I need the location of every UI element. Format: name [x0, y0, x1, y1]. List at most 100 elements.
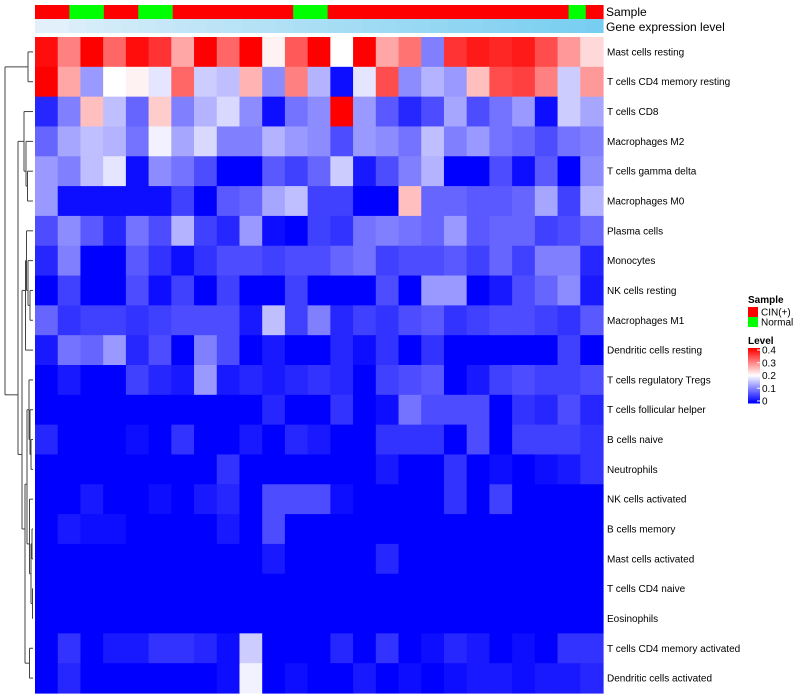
- heatmap-cell: [103, 603, 127, 634]
- heatmap-cell: [307, 454, 331, 485]
- sample-annotation-cell: [499, 5, 518, 19]
- heatmap-cell: [35, 394, 59, 426]
- heatmap-cell: [353, 633, 377, 664]
- heatmap-cell: [353, 514, 377, 545]
- heatmap-cell: [148, 365, 172, 396]
- heatmap-cell: [375, 126, 400, 157]
- gene-expression-annotation-cell: [413, 19, 432, 33]
- heatmap-cell: [443, 335, 468, 366]
- heatmap-cell: [489, 335, 513, 366]
- heatmap-cell: [353, 424, 377, 456]
- heatmap-cell: [216, 543, 241, 575]
- sample-annotation-cell: [138, 5, 157, 19]
- heatmap-cell: [398, 365, 422, 396]
- gene-expression-annotation-cell: [568, 19, 587, 33]
- heatmap-cell: [103, 156, 127, 187]
- row-label: NK cells resting: [607, 286, 676, 297]
- heatmap-cell: [489, 245, 513, 277]
- heatmap-cell: [171, 365, 195, 396]
- heatmap-cell: [148, 66, 172, 98]
- heatmap-cell: [194, 603, 218, 634]
- heatmap-cell: [557, 573, 581, 605]
- heatmap-cell: [35, 424, 59, 456]
- heatmap-cell: [57, 275, 82, 306]
- heatmap-cell: [580, 245, 604, 277]
- sample-annotation-cell: [241, 5, 260, 19]
- heatmap-cell: [80, 514, 104, 545]
- legend-sample-swatch: [748, 307, 758, 317]
- heatmap-cell: [534, 126, 559, 157]
- heatmap-cell: [443, 663, 468, 694]
- heatmap-cell: [35, 335, 59, 366]
- sample-annotation-cell: [275, 5, 294, 19]
- heatmap-cell: [443, 573, 468, 605]
- heatmap-cell: [512, 394, 536, 426]
- heatmap-cell: [125, 96, 150, 128]
- heatmap-cell: [534, 66, 559, 98]
- heatmap-cell: [57, 126, 82, 157]
- gene-expression-annotation-cell: [224, 19, 243, 33]
- heatmap-cell: [284, 96, 309, 128]
- gene-expression-annotation-cell: [189, 19, 208, 33]
- heatmap-cell: [194, 573, 218, 605]
- heatmap-cell: [580, 335, 604, 366]
- heatmap-cell: [466, 663, 490, 694]
- heatmap-cell: [103, 215, 127, 247]
- heatmap-cell: [489, 37, 513, 68]
- gene-expression-annotation-cell: [86, 19, 105, 33]
- legend-colorbar-step: [748, 389, 760, 392]
- heatmap-cell: [466, 215, 490, 247]
- heatmap-cell: [489, 543, 513, 575]
- heatmap-cell: [284, 37, 309, 68]
- heatmap-cell: [194, 186, 218, 217]
- heatmap-cell: [125, 215, 150, 247]
- heatmap-cell: [557, 37, 581, 68]
- heatmap-cell: [194, 96, 218, 128]
- heatmap-cell: [307, 275, 331, 306]
- heatmap-cell: [103, 424, 127, 456]
- heatmap-cell: [557, 215, 581, 247]
- heatmap-cell: [171, 245, 195, 277]
- heatmap-cell: [171, 573, 195, 605]
- legend-tick-label: 0: [762, 397, 768, 408]
- heatmap-cell: [512, 186, 536, 217]
- heatmap-cell: [262, 335, 286, 366]
- heatmap-cell: [103, 633, 127, 664]
- heatmap-cell: [307, 633, 331, 664]
- heatmap-cell: [421, 126, 445, 157]
- heatmap-cell: [557, 245, 581, 277]
- heatmap-cell: [534, 245, 559, 277]
- heatmap-cell: [489, 126, 513, 157]
- heatmap-cell: [307, 484, 331, 515]
- heatmap-cell: [284, 424, 309, 456]
- legend-sample-swatch: [748, 317, 758, 327]
- heatmap-cell: [534, 215, 559, 247]
- gene-expression-annotation-cell: [275, 19, 294, 33]
- legend-tick-label: 0.3: [762, 358, 776, 369]
- heatmap-cell: [398, 245, 422, 277]
- sample-annotation-label: Sample: [606, 5, 647, 19]
- heatmap-cell: [512, 484, 536, 515]
- heatmap-cell: [330, 603, 354, 634]
- heatmap-cell: [103, 335, 127, 366]
- heatmap-cell: [512, 305, 536, 336]
- heatmap-cell: [489, 454, 513, 485]
- heatmap-cell: [443, 454, 468, 485]
- gene-expression-annotation-cell: [35, 19, 53, 33]
- gene-expression-annotation-cell: [534, 19, 552, 33]
- heatmap-cell: [443, 514, 468, 545]
- heatmap-cell: [148, 215, 172, 247]
- heatmap-cell: [284, 66, 309, 98]
- heatmap-cell: [80, 96, 104, 128]
- heatmap-cell: [262, 186, 286, 217]
- heatmap-cell: [35, 96, 59, 128]
- heatmap-cell: [466, 633, 490, 664]
- sample-annotation-cell: [327, 5, 346, 19]
- legend-colorbar-step: [748, 393, 760, 396]
- row-label: Macrophages M0: [607, 197, 685, 208]
- heatmap-cell: [239, 335, 263, 366]
- heatmap-cell: [375, 603, 400, 634]
- heatmap-cell: [330, 156, 354, 187]
- heatmap-cell: [557, 126, 581, 157]
- heatmap-cell: [103, 275, 127, 306]
